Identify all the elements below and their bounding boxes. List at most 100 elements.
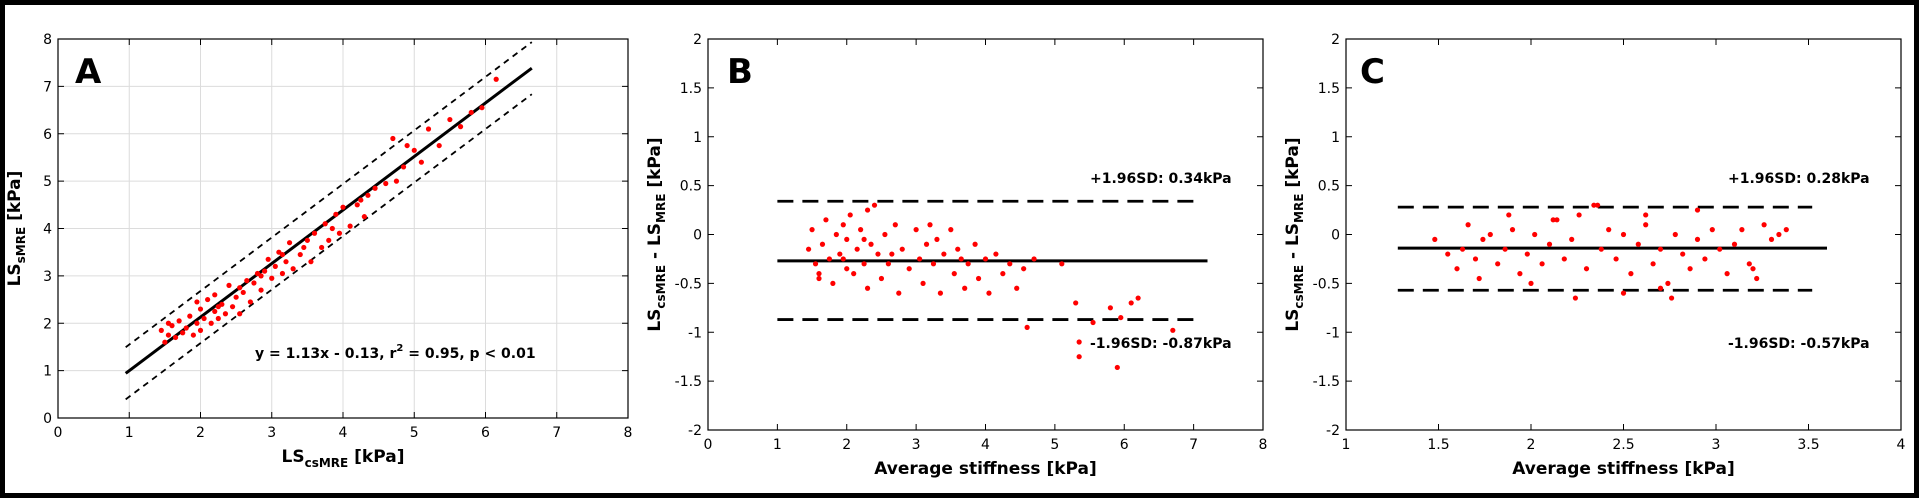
data-point	[1598, 246, 1604, 252]
y-tick-label: -1	[688, 325, 702, 341]
data-point	[1694, 207, 1701, 213]
data-point	[162, 339, 168, 345]
data-point	[840, 222, 846, 228]
plot-frame	[57, 38, 629, 419]
data-point	[1635, 241, 1641, 247]
data-point	[447, 116, 453, 123]
data-point	[212, 292, 218, 298]
data-point	[1539, 261, 1545, 267]
x-tick-label: 8	[1259, 437, 1268, 453]
data-point	[354, 202, 360, 208]
data-point	[247, 299, 253, 305]
y-label-subscript-2: MRE	[1292, 194, 1306, 223]
data-point	[1509, 227, 1516, 233]
data-point	[301, 244, 307, 251]
data-point	[1776, 231, 1782, 238]
data-point	[279, 270, 286, 277]
data-point	[1583, 266, 1590, 272]
data-point	[812, 261, 819, 267]
x-tick-label: 2.5	[1612, 437, 1634, 453]
y-tick-label: 1.5	[1318, 81, 1340, 97]
data-point	[358, 197, 364, 203]
data-point	[165, 332, 172, 338]
data-point	[851, 271, 857, 277]
x-tick-label: 4	[1897, 437, 1906, 453]
data-point	[1709, 227, 1715, 233]
equation-text-rest: = 0.95, p < 0.01	[403, 346, 535, 362]
data-point	[948, 227, 954, 233]
data-point	[1128, 300, 1134, 306]
data-point	[1495, 261, 1501, 267]
data-point	[1118, 314, 1124, 321]
upper-confidence-line	[125, 41, 533, 348]
data-point	[1524, 251, 1530, 257]
data-point	[1076, 339, 1082, 345]
data-point	[1487, 231, 1493, 238]
data-point	[1591, 202, 1597, 208]
y-tick-label: 4	[43, 222, 52, 238]
data-point	[1650, 261, 1656, 267]
data-point	[889, 251, 895, 257]
data-point	[425, 126, 432, 132]
x-axis-label: Average stiffness [kPa]	[874, 459, 1097, 479]
data-point	[840, 256, 846, 262]
y-tick-label: -2	[688, 423, 702, 439]
data-point	[197, 306, 204, 312]
data-point	[1731, 241, 1738, 247]
data-point	[826, 256, 833, 262]
data-point	[844, 236, 850, 242]
data-point	[311, 230, 318, 236]
data-point	[920, 280, 926, 286]
upper-limit-label: +1.96SD: 0.28kPa	[1728, 171, 1870, 187]
data-point	[916, 256, 923, 262]
data-point	[1657, 246, 1664, 252]
data-point	[1783, 227, 1789, 233]
x-axis-label: LScsMRE [kPa]	[282, 447, 405, 470]
y-tick-label: -2	[1326, 423, 1340, 439]
y-label-main: LS	[5, 263, 25, 286]
y-axis-label: LSsMRE [kPa]	[5, 171, 28, 287]
data-point	[1445, 251, 1451, 257]
panel-letter: A	[75, 52, 102, 92]
data-point	[816, 271, 822, 277]
data-point	[982, 256, 989, 262]
data-point	[222, 311, 229, 317]
y-tick-label: 0	[1331, 228, 1340, 244]
data-point	[1007, 261, 1013, 267]
data-point	[1672, 231, 1678, 238]
data-point	[1059, 261, 1065, 267]
x-tick-label: 2	[196, 425, 205, 441]
data-point	[882, 231, 888, 238]
data-point	[1620, 231, 1627, 238]
y-tick-label: 6	[43, 127, 52, 143]
data-point	[1669, 295, 1675, 301]
x-tick-label: 6	[481, 425, 490, 441]
data-point	[899, 246, 905, 252]
data-point	[436, 142, 442, 149]
data-point	[304, 237, 310, 243]
data-point	[958, 256, 964, 262]
data-point	[390, 135, 396, 142]
y-axis-label: LScsMRE - LSMRE [kPa]	[1283, 137, 1306, 331]
x-tick-label: 8	[624, 425, 633, 441]
data-point	[1506, 212, 1512, 218]
data-point	[816, 275, 822, 282]
data-point	[172, 334, 179, 341]
y-tick-label: 0	[693, 228, 702, 244]
data-point	[215, 315, 221, 322]
y-tick-label: 1.5	[680, 81, 702, 97]
x-tick-label: 5	[410, 425, 419, 441]
x-tick-label: 3	[912, 437, 921, 453]
y-label-mid: - LS	[1283, 223, 1303, 265]
data-point	[1454, 266, 1460, 272]
data-point	[1107, 305, 1113, 311]
y-label-subscript: csMRE	[654, 265, 668, 309]
y-tick-label: 2	[693, 32, 702, 48]
data-point	[868, 241, 874, 247]
data-point	[322, 221, 328, 227]
lower-limit-label: -1.96SD: -0.87kPa	[1090, 336, 1232, 352]
data-point	[1595, 202, 1601, 208]
data-point	[962, 285, 968, 291]
data-point	[1768, 236, 1775, 242]
